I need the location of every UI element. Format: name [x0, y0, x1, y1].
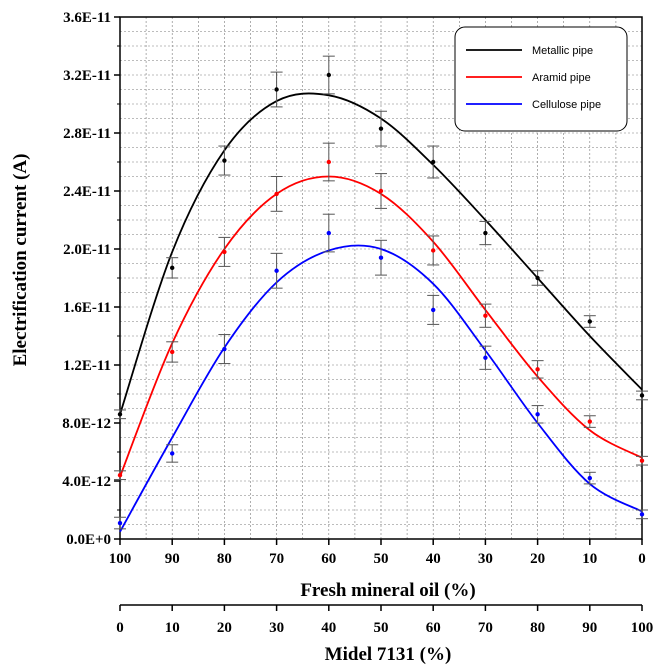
data-point [535, 275, 540, 281]
data-point [378, 126, 384, 131]
x-tick-label: 20 [530, 551, 545, 567]
data-point [431, 159, 436, 165]
data-point [222, 346, 227, 352]
data-point [639, 458, 645, 463]
data-point [222, 158, 227, 163]
data-point [587, 419, 592, 424]
y-axis-title: Electrification current (A) [10, 154, 31, 367]
data-point [274, 268, 279, 273]
data-point [378, 188, 384, 194]
legend-box [454, 26, 628, 132]
x-tick-label: 100 [109, 551, 132, 567]
x2-tick-label: 70 [478, 620, 493, 636]
series-aramid-pipe [114, 142, 648, 481]
data-point [535, 412, 540, 417]
data-point [117, 520, 123, 526]
x2-tick-label: 90 [582, 620, 597, 636]
data-point [587, 475, 592, 481]
data-point [535, 367, 540, 372]
x2-axis-title: Midel 7131 (%) [325, 644, 452, 665]
y-tick-label: 2.0E-11 [63, 242, 111, 258]
data-point [639, 512, 645, 517]
legend-label: Aramid pipe [532, 72, 591, 84]
series-metallic-pipe [114, 55, 648, 420]
x2-tick-label: 50 [374, 620, 389, 636]
x2-tick-label: 80 [530, 620, 545, 636]
x-tick-label: 80 [217, 551, 232, 567]
x-tick-label: 90 [165, 551, 180, 567]
x2-tick-label: 100 [631, 620, 654, 636]
data-point [639, 393, 645, 398]
data-point [483, 313, 488, 318]
x-tick-label: 30 [478, 551, 493, 567]
x-tick-label: 60 [321, 551, 336, 567]
data-point [431, 248, 436, 253]
x-tick-label: 50 [374, 551, 389, 567]
data-point [274, 87, 279, 92]
legend-label: Cellulose pipe [532, 99, 601, 111]
y-tick-label: 2.8E-11 [63, 126, 111, 142]
series-cellulose-pipe [114, 213, 648, 533]
data-point [274, 191, 279, 197]
series-layer [114, 55, 648, 533]
y-tick-label: 0.0E+0 [66, 532, 111, 548]
data-point [170, 451, 175, 456]
y-tick-label: 3.6E-11 [63, 10, 111, 26]
x-axis-fresh: 100 90 80 70 60 50 40 30 20 10 0 [109, 539, 646, 567]
x2-tick-label: 40 [321, 620, 336, 636]
fit-curve [119, 244, 643, 533]
data-point [170, 265, 175, 271]
data-point [431, 307, 436, 313]
data-point [117, 473, 123, 478]
data-point [326, 159, 331, 165]
data-point [483, 230, 488, 236]
data-point [587, 319, 592, 324]
legend-label: Metallic pipe [532, 45, 593, 57]
x2-tick-label: 30 [269, 620, 284, 636]
x2-tick-label: 60 [426, 620, 441, 636]
y-tick-label: 8.0E-12 [62, 416, 111, 432]
y-tick-label: 2.4E-11 [63, 184, 111, 200]
legend: Metallic pipe Aramid pipe Cellulose pipe [454, 26, 628, 132]
data-point [170, 349, 175, 355]
data-point [483, 355, 488, 360]
x-axis-midel: 0 10 20 30 40 50 60 70 80 90 100 [116, 604, 654, 636]
data-point [117, 412, 123, 417]
y-axis: 0.0E+0 4.0E-12 8.0E-12 1.2E-11 1.6E-11 2.0E-1… [62, 10, 120, 548]
y-tick-label: 4.0E-12 [62, 474, 111, 490]
x-tick-label: 10 [582, 551, 597, 567]
x-axis-title: Fresh mineral oil (%) [300, 580, 475, 601]
data-point [326, 72, 331, 78]
x2-tick-label: 10 [165, 620, 180, 636]
x-tick-label: 70 [269, 551, 284, 567]
data-point [326, 230, 331, 236]
x-tick-label: 0 [638, 551, 646, 567]
y-tick-label: 1.2E-11 [63, 358, 111, 374]
x2-tick-label: 0 [116, 620, 124, 636]
data-point [222, 249, 227, 255]
y-tick-label: 1.6E-11 [63, 300, 111, 316]
data-point [378, 255, 384, 260]
y-tick-label: 3.2E-11 [63, 68, 111, 84]
fit-curve [119, 92, 643, 415]
x-tick-label: 40 [426, 551, 441, 567]
x2-tick-label: 20 [217, 620, 232, 636]
